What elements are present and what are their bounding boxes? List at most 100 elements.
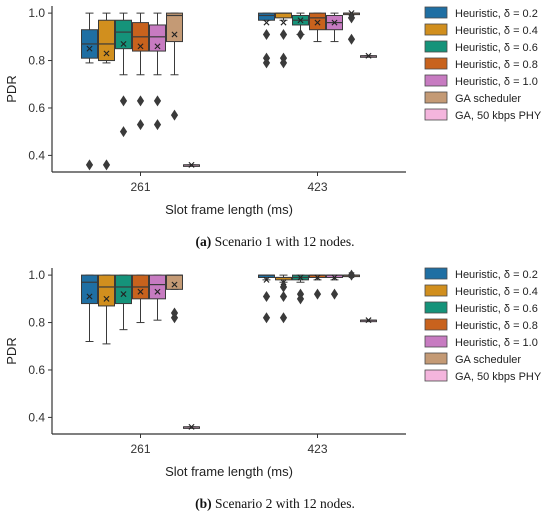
legend-swatch: [424, 23, 448, 36]
outlier-point: [262, 57, 271, 69]
caption-text: Scenario 2 with 12 nodes.: [212, 496, 355, 511]
mean-marker: [263, 276, 270, 283]
x-tick-label: 423: [307, 442, 327, 456]
box: [149, 12, 166, 131]
x-tick-label: 261: [130, 180, 150, 194]
legend: Heuristic, δ = 0.2 Heuristic, δ = 0.4 Heur…: [424, 267, 542, 383]
outlier-point: [262, 312, 271, 324]
box: [183, 423, 200, 430]
y-tick-label: 0.4: [28, 148, 45, 162]
mean-marker: [154, 288, 161, 295]
outlier-point: [347, 12, 356, 24]
box: [326, 274, 343, 300]
chart-panel-a: 0.4 0.6 0.8 1.0 261 423 Slot frame length (ms)…: [4, 6, 542, 249]
y-tick-label: 0.6: [28, 363, 45, 377]
legend-swatch: [424, 74, 448, 87]
legend-item: GA, 50 kbps PHY: [424, 108, 542, 122]
mean-marker: [365, 317, 372, 324]
legend-label: Heuristic, δ = 1.0: [455, 337, 538, 349]
legend-label: Heuristic, δ = 0.8: [455, 59, 538, 71]
legend-label: Heuristic, δ = 1.0: [455, 76, 538, 88]
box: [81, 12, 98, 171]
mean-marker: [103, 295, 110, 302]
legend-swatch: [424, 284, 448, 297]
mean-marker: [86, 293, 93, 300]
outlier-point: [313, 288, 322, 300]
legend-label: Heuristic, δ = 0.6: [455, 303, 538, 315]
box: [81, 274, 98, 343]
legend-item: GA scheduler: [424, 91, 521, 105]
mean-marker: [280, 19, 287, 26]
box: [275, 12, 292, 69]
legend-label: Heuristic, δ = 0.4: [455, 286, 538, 298]
mean-marker: [331, 274, 338, 281]
box: [360, 317, 377, 324]
box: [343, 269, 360, 281]
outlier-point: [170, 109, 179, 121]
legend-label: Heuristic, δ = 0.6: [455, 42, 538, 54]
mean-marker: [188, 423, 195, 430]
box-body: [81, 274, 98, 305]
mean-marker: [137, 288, 144, 295]
mean-marker: [120, 291, 127, 298]
box-body: [166, 12, 183, 43]
box: [149, 274, 166, 321]
y-tick-label: 0.8: [28, 316, 45, 330]
box-body: [98, 19, 115, 62]
mean-marker: [314, 19, 321, 26]
mean-marker: [297, 17, 304, 24]
legend: Heuristic, δ = 0.2 Heuristic, δ = 0.4 Heur…: [424, 6, 542, 122]
chart-panel-b: 0.4 0.6 0.8 1.0 261 423 Slot frame length (ms)…: [4, 267, 542, 511]
box-body: [166, 274, 183, 290]
outlier-point: [279, 290, 288, 302]
legend-label: Heuristic, δ = 0.2: [455, 269, 538, 281]
outlier-point: [296, 28, 305, 40]
figure-caption: (a) Scenario 1 with 12 nodes.: [196, 234, 355, 249]
legend-label: GA, 50 kbps PHY: [455, 110, 542, 122]
mean-marker: [314, 274, 321, 281]
legend-label: Heuristic, δ = 0.2: [455, 8, 538, 20]
box-body: [149, 24, 166, 52]
box: [166, 12, 183, 121]
legend-swatch: [424, 6, 448, 19]
y-tick-label: 1.0: [28, 268, 45, 282]
outlier-point: [262, 290, 271, 302]
box: [309, 12, 326, 43]
legend-swatch: [424, 57, 448, 70]
outlier-point: [119, 95, 128, 107]
outlier-point: [102, 159, 111, 171]
legend-item: Heuristic, δ = 0.6: [424, 40, 538, 54]
box: [360, 52, 377, 59]
legend-item: Heuristic, δ = 0.4: [424, 284, 538, 298]
mean-marker: [154, 43, 161, 50]
legend-item: Heuristic, δ = 0.4: [424, 23, 538, 37]
y-tick-label: 1.0: [28, 6, 45, 20]
box: [115, 274, 132, 331]
box-body: [98, 274, 115, 307]
legend-item: Heuristic, δ = 1.0: [424, 74, 538, 88]
box: [115, 12, 132, 138]
outlier-point: [262, 28, 271, 40]
caption-label: (b): [195, 496, 212, 511]
box: [98, 274, 115, 345]
legend-item: Heuristic, δ = 0.8: [424, 318, 538, 332]
legend-swatch: [424, 335, 448, 348]
legend-item: Heuristic, δ = 0.2: [424, 6, 538, 20]
mean-marker: [331, 19, 338, 26]
box-body: [149, 274, 166, 300]
box-body: [275, 12, 292, 19]
box: [309, 274, 326, 300]
legend-swatch: [424, 318, 448, 331]
outlier-point: [85, 159, 94, 171]
box: [292, 12, 309, 40]
mean-marker: [171, 31, 178, 38]
legend-swatch: [424, 369, 448, 382]
legend-swatch: [424, 91, 448, 104]
box: [292, 274, 309, 305]
caption-label: (a): [196, 234, 212, 249]
box: [343, 10, 360, 45]
x-axis-label: Slot frame length (ms): [165, 202, 293, 217]
legend-item: Heuristic, δ = 0.8: [424, 57, 538, 71]
x-tick-label: 423: [307, 180, 327, 194]
